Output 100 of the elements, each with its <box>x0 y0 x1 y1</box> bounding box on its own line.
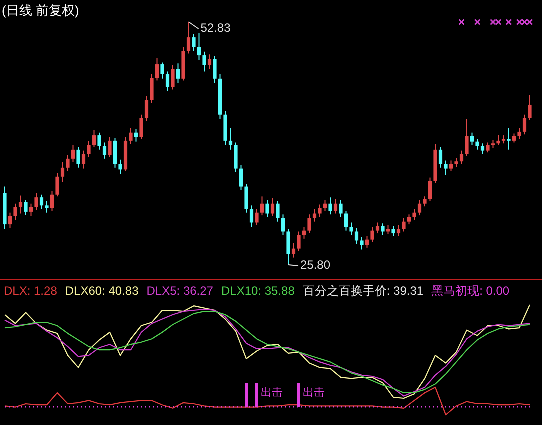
candlestick <box>155 58 160 82</box>
candlestick <box>334 198 338 214</box>
candlestick <box>8 212 12 229</box>
text: 黑马初现: 0.00 <box>432 284 510 298</box>
candlestick <box>192 33 196 52</box>
candlestick <box>344 210 348 232</box>
chart-title: (日线 前复权) <box>2 3 80 18</box>
candlestick <box>286 228 290 266</box>
candlestick <box>45 200 49 214</box>
annotation: 52.83 <box>200 21 232 35</box>
candlestick <box>318 204 322 218</box>
text: DLX: 1.28 <box>4 284 58 298</box>
candlestick <box>34 192 38 211</box>
candlestick <box>360 236 364 250</box>
candlestick <box>24 200 28 216</box>
candlestick <box>418 200 422 216</box>
candlestick <box>528 94 532 121</box>
candlestick <box>228 128 233 150</box>
annotation: 出击 <box>303 386 325 399</box>
candlestick <box>60 162 65 183</box>
candlestick <box>339 200 343 218</box>
candlestick <box>176 63 180 84</box>
candlestick <box>50 190 54 212</box>
candlestick <box>476 138 480 150</box>
series-label: DLX10: 35.88 <box>221 284 296 298</box>
candlestick <box>66 154 70 172</box>
candlestick <box>396 224 401 237</box>
candlestick <box>470 132 474 146</box>
candlestick <box>208 54 212 70</box>
candlestick <box>449 160 454 172</box>
candlestick <box>108 136 112 158</box>
candlestick <box>350 222 354 236</box>
candlestick <box>134 128 138 142</box>
candlestick <box>444 160 448 176</box>
candlestick <box>87 140 91 158</box>
candlestick <box>381 223 385 236</box>
candlestick <box>239 164 244 191</box>
candlestick <box>392 226 396 237</box>
candlestick <box>438 146 443 168</box>
candlestick <box>460 150 464 165</box>
candlestick <box>281 214 286 236</box>
candlestick <box>234 142 238 173</box>
candlestick <box>308 214 312 234</box>
candlestick <box>518 128 522 140</box>
candlestick <box>402 218 406 232</box>
candlestick <box>144 95 149 122</box>
candlestick <box>266 200 270 218</box>
candlestick <box>113 138 118 168</box>
candlestick <box>71 144 76 164</box>
candlestick <box>480 143 485 155</box>
series-label: DLX5: 36.27 <box>146 284 214 298</box>
annotation: 25.80 <box>300 258 331 272</box>
candlestick <box>412 208 416 221</box>
candlestick <box>312 208 317 222</box>
candlestick <box>302 226 306 240</box>
candlestick <box>129 128 133 146</box>
candlestick <box>255 208 259 226</box>
candlestick <box>18 195 23 214</box>
candlestick <box>171 64 175 90</box>
candlestick <box>140 114 144 140</box>
candlestick <box>297 231 301 252</box>
candlestick <box>496 135 500 146</box>
candlestick <box>407 214 412 226</box>
candlestick <box>276 200 280 222</box>
candlestick <box>56 172 60 198</box>
candlestick <box>102 142 107 160</box>
candlestick <box>29 203 34 217</box>
candlestick <box>365 236 370 248</box>
candlestick <box>118 159 122 175</box>
candlestick <box>486 142 490 154</box>
candlestick <box>202 51 206 72</box>
candlestick <box>328 197 332 216</box>
candlestick <box>197 32 202 61</box>
candlestick <box>160 62 164 80</box>
candlestick <box>370 226 374 244</box>
candlestick <box>166 71 170 92</box>
candlestick <box>292 242 296 258</box>
candlestick <box>507 128 511 150</box>
text: 百分之百换手价: 39.31 <box>302 284 424 298</box>
candlestick <box>150 74 154 104</box>
candlestick <box>250 205 254 228</box>
annotation: 出击 <box>261 386 283 399</box>
candlestick <box>186 22 191 54</box>
candlestick <box>270 198 275 217</box>
candlestick <box>98 132 102 150</box>
candlestick <box>40 194 44 210</box>
candlestick <box>82 150 86 170</box>
candlestick <box>14 203 18 221</box>
candlestick <box>428 177 432 202</box>
candlestick <box>244 184 248 214</box>
candlestick <box>260 196 264 216</box>
candlestick <box>213 56 217 84</box>
candlestick <box>465 118 469 157</box>
candlestick <box>323 200 328 212</box>
text: DLX60: 40.83 <box>65 284 140 298</box>
candlestick <box>522 114 527 136</box>
candlestick <box>376 222 380 234</box>
candlestick <box>354 228 359 245</box>
candlestick <box>76 146 80 168</box>
candlestick <box>423 196 427 208</box>
